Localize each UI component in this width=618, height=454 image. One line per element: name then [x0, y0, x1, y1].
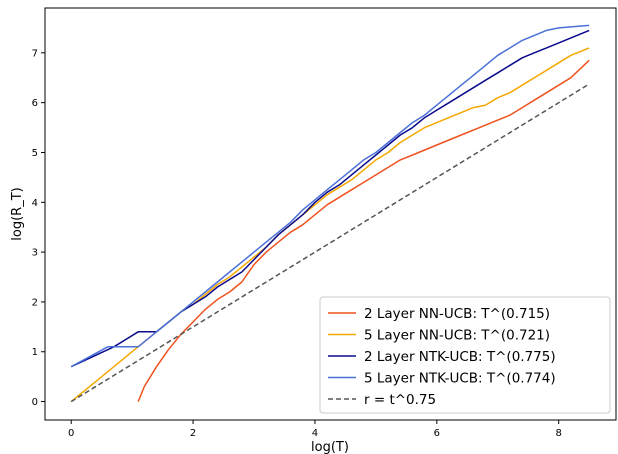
tick-layer: 0 2 4 6 8 0 1 2 3 4 5 6 7: [32, 48, 562, 439]
y-tick-label: 7: [32, 48, 38, 59]
y-tick-label: 6: [32, 98, 38, 109]
legend-label: 2 Layer NN-UCB: T^(0.715): [364, 306, 550, 322]
series-line-1: [137, 59, 590, 402]
x-tick-label: 4: [312, 428, 318, 439]
series-layer: [70, 24, 590, 403]
x-axis-label: log(T): [311, 440, 349, 454]
y-tick-label: 2: [32, 297, 38, 308]
legend-label: r = t^0.75: [364, 392, 436, 408]
legend-label: 2 Layer NTK-UCB: T^(0.775): [364, 349, 556, 365]
y-tick-label: 0: [32, 397, 38, 408]
series-line-5: [70, 83, 590, 403]
series-line-3: [70, 29, 590, 368]
legend-box: [319, 296, 611, 414]
x-tick-label: 2: [190, 428, 196, 439]
x-tick-label: 8: [556, 428, 562, 439]
y-axis-label: log(R_T): [10, 187, 25, 240]
x-tick-label: 6: [434, 428, 440, 439]
y-tick-label: 1: [32, 347, 38, 358]
x-tick-label: 0: [68, 428, 74, 439]
series-line-4: [70, 24, 590, 368]
y-tick-label: 4: [32, 198, 38, 209]
y-tick-label: 3: [32, 248, 38, 259]
legend-label: 5 Layer NN-UCB: T^(0.721): [364, 328, 550, 344]
y-tick-label: 5: [32, 148, 38, 159]
legend-label: 5 Layer NTK-UCB: T^(0.774): [364, 371, 556, 387]
legend: 2 Layer NN-UCB: T^(0.715) 5 Layer NN-UCB:…: [319, 296, 611, 414]
